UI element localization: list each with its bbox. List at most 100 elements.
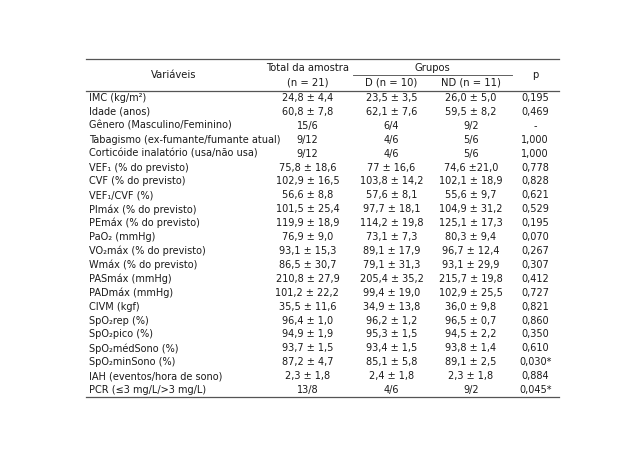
Text: 0,195: 0,195 (521, 218, 549, 228)
Text: 34,9 ± 13,8: 34,9 ± 13,8 (363, 302, 420, 312)
Text: VEF₁/CVF (%): VEF₁/CVF (%) (89, 190, 153, 200)
Text: 2,3 ± 1,8: 2,3 ± 1,8 (285, 371, 330, 381)
Text: 96,2 ± 1,2: 96,2 ± 1,2 (366, 315, 417, 325)
Text: (n = 21): (n = 21) (287, 77, 328, 87)
Text: 15/6: 15/6 (296, 121, 318, 131)
Text: p: p (532, 70, 539, 80)
Text: Gênero (Masculino/Feminino): Gênero (Masculino/Feminino) (89, 121, 231, 131)
Text: PaO₂ (mmHg): PaO₂ (mmHg) (89, 232, 155, 242)
Text: 0,621: 0,621 (521, 190, 549, 200)
Text: SpO₂médSono (%): SpO₂médSono (%) (89, 343, 178, 354)
Text: 2,4 ± 1,8: 2,4 ± 1,8 (369, 371, 414, 381)
Text: 73,1 ± 7,3: 73,1 ± 7,3 (366, 232, 417, 242)
Text: 87,2 ± 4,7: 87,2 ± 4,7 (282, 357, 333, 367)
Text: 0,727: 0,727 (521, 288, 550, 298)
Text: VO₂máx (% do previsto): VO₂máx (% do previsto) (89, 246, 206, 256)
Text: 36,0 ± 9,8: 36,0 ± 9,8 (445, 302, 497, 312)
Text: 76,9 ± 9,0: 76,9 ± 9,0 (282, 232, 333, 242)
Text: 0,030*: 0,030* (519, 357, 551, 367)
Text: IAH (eventos/hora de sono): IAH (eventos/hora de sono) (89, 371, 222, 381)
Text: 93,8 ± 1,4: 93,8 ± 1,4 (445, 343, 497, 353)
Text: 35,5 ± 11,6: 35,5 ± 11,6 (279, 302, 336, 312)
Text: IMC (kg/m²): IMC (kg/m²) (89, 93, 146, 103)
Text: 24,8 ± 4,4: 24,8 ± 4,4 (282, 93, 333, 103)
Text: 104,9 ± 31,2: 104,9 ± 31,2 (439, 204, 503, 214)
Text: 89,1 ± 17,9: 89,1 ± 17,9 (363, 246, 420, 256)
Text: 0,412: 0,412 (521, 274, 549, 284)
Text: PEmáx (% do previsto): PEmáx (% do previsto) (89, 218, 199, 229)
Text: 94,9 ± 1,9: 94,9 ± 1,9 (282, 329, 333, 339)
Text: 96,5 ± 0,7: 96,5 ± 0,7 (445, 315, 497, 325)
Text: 1,000: 1,000 (521, 148, 549, 159)
Text: 205,4 ± 35,2: 205,4 ± 35,2 (360, 274, 424, 284)
Text: 0,267: 0,267 (521, 246, 549, 256)
Text: 99,4 ± 19,0: 99,4 ± 19,0 (363, 288, 420, 298)
Text: 0,070: 0,070 (521, 232, 549, 242)
Text: 85,1 ± 5,8: 85,1 ± 5,8 (366, 357, 417, 367)
Text: Tabagismo (ex-fumante/fumante atual): Tabagismo (ex-fumante/fumante atual) (89, 135, 281, 145)
Text: Variáveis: Variáveis (151, 70, 196, 80)
Text: 95,3 ± 1,5: 95,3 ± 1,5 (366, 329, 417, 339)
Text: 23,5 ± 3,5: 23,5 ± 3,5 (366, 93, 417, 103)
Text: 6/4: 6/4 (384, 121, 399, 131)
Text: SpO₂rep (%): SpO₂rep (%) (89, 315, 148, 325)
Text: 96,4 ± 1,0: 96,4 ± 1,0 (282, 315, 333, 325)
Text: 74,6 ±21,0: 74,6 ±21,0 (443, 162, 498, 172)
Text: 0,610: 0,610 (521, 343, 549, 353)
Text: 9/2: 9/2 (463, 385, 479, 395)
Text: 86,5 ± 30,7: 86,5 ± 30,7 (279, 260, 336, 270)
Text: 215,7 ± 19,8: 215,7 ± 19,8 (439, 274, 503, 284)
Text: 93,7 ± 1,5: 93,7 ± 1,5 (282, 343, 333, 353)
Text: 4/6: 4/6 (384, 385, 399, 395)
Text: 0,884: 0,884 (521, 371, 549, 381)
Text: PADmáx (mmHg): PADmáx (mmHg) (89, 288, 173, 298)
Text: 0,045*: 0,045* (519, 385, 551, 395)
Text: 4/6: 4/6 (384, 135, 399, 145)
Text: 0,350: 0,350 (521, 329, 549, 339)
Text: 57,6 ± 8,1: 57,6 ± 8,1 (366, 190, 417, 200)
Text: Grupos: Grupos (415, 63, 450, 73)
Text: 119,9 ± 18,9: 119,9 ± 18,9 (276, 218, 339, 228)
Text: 77 ± 16,6: 77 ± 16,6 (367, 162, 416, 172)
Text: Idade (anos): Idade (anos) (89, 107, 150, 117)
Text: 0,821: 0,821 (521, 302, 549, 312)
Text: 62,1 ± 7,6: 62,1 ± 7,6 (366, 107, 417, 117)
Text: 102,1 ± 18,9: 102,1 ± 18,9 (439, 176, 503, 186)
Text: 79,1 ± 31,3: 79,1 ± 31,3 (363, 260, 420, 270)
Text: 102,9 ± 16,5: 102,9 ± 16,5 (275, 176, 339, 186)
Text: D (n = 10): D (n = 10) (366, 77, 418, 87)
Text: 125,1 ± 17,3: 125,1 ± 17,3 (439, 218, 503, 228)
Text: 2,3 ± 1,8: 2,3 ± 1,8 (449, 371, 493, 381)
Text: Plmáx (% do previsto): Plmáx (% do previsto) (89, 204, 196, 215)
Text: 93,1 ± 15,3: 93,1 ± 15,3 (279, 246, 336, 256)
Text: SpO₂minSono (%): SpO₂minSono (%) (89, 357, 175, 367)
Text: PASmáx (mmHg): PASmáx (mmHg) (89, 274, 171, 284)
Text: 13/8: 13/8 (296, 385, 318, 395)
Text: 93,1 ± 29,9: 93,1 ± 29,9 (442, 260, 500, 270)
Text: 101,2 ± 22,2: 101,2 ± 22,2 (275, 288, 339, 298)
Text: 96,7 ± 12,4: 96,7 ± 12,4 (442, 246, 500, 256)
Text: 59,5 ± 8,2: 59,5 ± 8,2 (445, 107, 497, 117)
Text: 5/6: 5/6 (463, 148, 479, 159)
Text: 55,6 ± 9,7: 55,6 ± 9,7 (445, 190, 497, 200)
Text: 56,6 ± 8,8: 56,6 ± 8,8 (282, 190, 333, 200)
Text: 0,195: 0,195 (521, 93, 549, 103)
Text: 0,828: 0,828 (521, 176, 549, 186)
Text: PCR (≤3 mg/L/>3 mg/L): PCR (≤3 mg/L/>3 mg/L) (89, 385, 206, 395)
Text: 9/2: 9/2 (463, 121, 479, 131)
Text: 5/6: 5/6 (463, 135, 479, 145)
Text: 9/12: 9/12 (296, 135, 318, 145)
Text: 4/6: 4/6 (384, 148, 399, 159)
Text: 101,5 ± 25,4: 101,5 ± 25,4 (275, 204, 339, 214)
Text: 0,469: 0,469 (521, 107, 549, 117)
Text: 94,5 ± 2,2: 94,5 ± 2,2 (445, 329, 497, 339)
Text: 89,1 ± 2,5: 89,1 ± 2,5 (445, 357, 497, 367)
Text: Total da amostra: Total da amostra (266, 63, 349, 73)
Text: 1,000: 1,000 (521, 135, 549, 145)
Text: 60,8 ± 7,8: 60,8 ± 7,8 (282, 107, 333, 117)
Text: 93,4 ± 1,5: 93,4 ± 1,5 (366, 343, 417, 353)
Text: 75,8 ± 18,6: 75,8 ± 18,6 (279, 162, 336, 172)
Text: VEF₁ (% do previsto): VEF₁ (% do previsto) (89, 162, 189, 172)
Text: 26,0 ± 5,0: 26,0 ± 5,0 (445, 93, 497, 103)
Text: 0,860: 0,860 (521, 315, 549, 325)
